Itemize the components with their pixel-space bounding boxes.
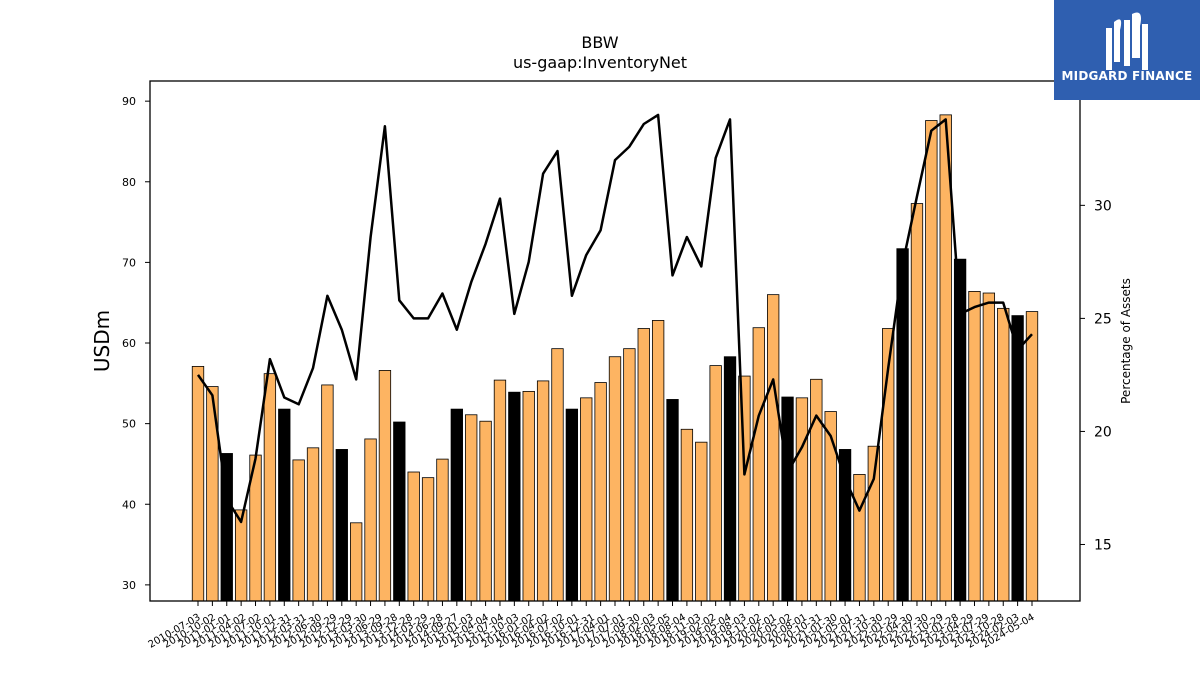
y2-tick-label: 30	[1094, 198, 1112, 214]
bar	[479, 420, 492, 602]
bar	[623, 348, 636, 602]
x-axis-ticks: 2010-07-032010-10-022011-01-012011-04-02…	[147, 601, 1037, 651]
bar	[393, 421, 406, 602]
y2-tick-label: 15	[1094, 537, 1112, 553]
y2-tick-label: 25	[1094, 311, 1112, 327]
bar	[853, 474, 866, 602]
y-tick-label: 80	[122, 176, 136, 189]
bar	[493, 379, 507, 602]
line-path	[196, 113, 1033, 524]
bar	[551, 348, 564, 602]
bar	[767, 294, 780, 602]
bar	[738, 375, 751, 602]
line-series	[196, 113, 1033, 524]
bar	[234, 509, 248, 602]
y-tick-label: 90	[122, 95, 136, 108]
bar	[450, 408, 463, 602]
bar	[263, 373, 277, 602]
bar	[910, 203, 924, 602]
bar	[508, 391, 521, 602]
bar	[1011, 315, 1024, 602]
bar	[321, 384, 334, 602]
bar	[608, 356, 622, 602]
bar	[292, 459, 305, 602]
bar	[781, 396, 794, 602]
bar	[594, 382, 607, 602]
bar-series	[191, 114, 1039, 602]
bar	[723, 356, 737, 602]
bar	[925, 120, 938, 602]
y2-axis-label: Percentage of Assets	[1119, 278, 1133, 404]
bar	[982, 292, 996, 602]
bar	[522, 390, 535, 602]
bar	[407, 471, 420, 602]
y-tick-label: 30	[122, 579, 136, 592]
bar	[378, 370, 392, 602]
bar	[752, 327, 765, 602]
bar	[436, 458, 449, 602]
y-axis-label: USDm	[90, 310, 114, 372]
bar	[637, 328, 650, 602]
bar	[666, 399, 679, 602]
bar	[536, 380, 550, 602]
y-tick-label: 60	[122, 337, 136, 350]
y2-tick-label: 20	[1094, 424, 1112, 440]
left-axis-ticks: 30 40 50 60 70 80 90	[122, 95, 150, 592]
y-tick-label: 40	[122, 498, 136, 511]
bar	[306, 447, 320, 602]
chart-subtitle: us-gaap:InventoryNet	[512, 53, 688, 72]
bar	[838, 449, 852, 602]
bar	[278, 408, 291, 602]
bar	[651, 320, 665, 602]
logo-text: MIDGARD FINANCE	[1061, 69, 1193, 83]
y-tick-label: 70	[122, 256, 136, 269]
bar	[335, 449, 348, 602]
chart-title: BBW	[581, 33, 619, 52]
y-tick-label: 50	[122, 418, 136, 431]
bar	[580, 397, 593, 602]
bar	[1025, 311, 1039, 602]
bar	[709, 365, 722, 602]
midgard-logo-icon	[1106, 12, 1148, 70]
bar	[824, 411, 837, 602]
bar	[795, 397, 809, 602]
bar	[968, 291, 981, 602]
bar	[680, 428, 694, 602]
bar	[421, 477, 435, 602]
bar	[350, 522, 363, 602]
brand-logo: MIDGARD FINANCE	[1054, 0, 1200, 100]
bar	[810, 378, 823, 602]
right-axis-ticks: 15 20 25 30	[1080, 198, 1112, 553]
bar	[465, 414, 478, 602]
bar	[565, 408, 579, 602]
bar	[191, 365, 205, 602]
bar	[695, 441, 708, 602]
bar	[997, 307, 1010, 602]
bar	[364, 438, 377, 602]
